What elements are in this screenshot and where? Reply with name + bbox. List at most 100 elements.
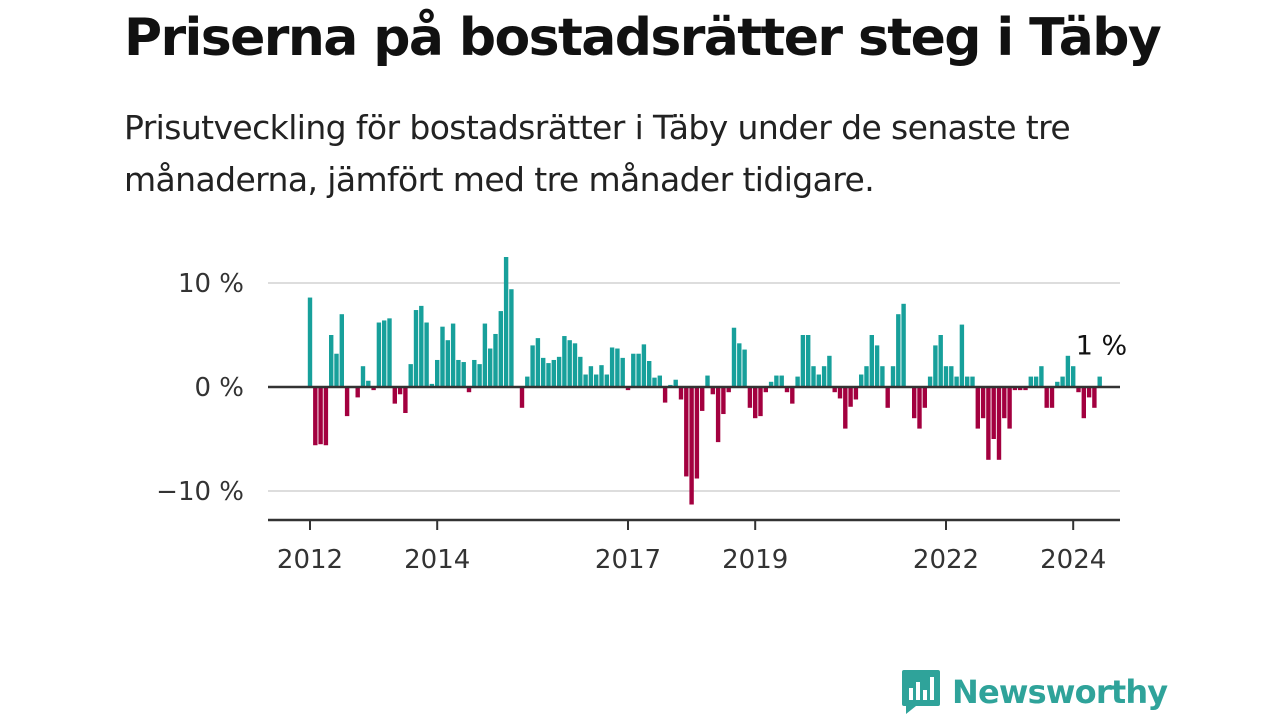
bar: [896, 314, 901, 387]
bar: [652, 377, 657, 387]
bar: [859, 374, 864, 387]
bar: [853, 387, 859, 400]
bar: [1033, 376, 1039, 387]
bar: [355, 387, 360, 398]
bar: [599, 365, 604, 387]
x-tick-label: 2014: [404, 545, 470, 575]
bar: [890, 366, 896, 387]
bar: [1060, 376, 1065, 387]
newsworthy-logo-icon: [902, 670, 940, 714]
bar: [344, 387, 350, 417]
bar: [525, 376, 530, 387]
bar: [403, 387, 408, 413]
bar: [519, 387, 525, 408]
x-tick-label: 2024: [1040, 545, 1106, 575]
bar: [323, 387, 329, 446]
bar: [684, 387, 689, 477]
bar: [329, 335, 334, 387]
bar: [747, 387, 753, 408]
last-value-label: 1 %: [1076, 331, 1127, 362]
y-tick-label: 0 %: [194, 373, 244, 403]
bar: [1049, 387, 1055, 408]
bar: [726, 387, 731, 393]
bar: [986, 387, 991, 460]
x-tick-label: 2017: [595, 545, 661, 575]
bar: [625, 387, 631, 391]
bar: [424, 322, 429, 387]
bar: [1012, 387, 1018, 391]
bar: [715, 387, 721, 443]
bar: [1007, 387, 1012, 429]
bar: [843, 387, 848, 429]
bar: [790, 387, 795, 404]
bar: [949, 366, 954, 387]
bar: [562, 336, 567, 387]
bar: [567, 340, 572, 387]
bar: [466, 387, 472, 393]
bar: [498, 311, 503, 387]
bar: [753, 387, 758, 419]
bar: [779, 375, 784, 387]
y-tick-label: −10 %: [156, 477, 244, 507]
bar: [710, 387, 715, 395]
bar: [1065, 355, 1071, 387]
bar: [938, 335, 943, 387]
bar: [535, 338, 541, 387]
bar: [975, 387, 980, 429]
bar: [604, 374, 609, 387]
bar: [1018, 387, 1023, 391]
bar: [445, 340, 450, 387]
bar: [1028, 376, 1033, 387]
bar: [477, 364, 482, 387]
bar: [874, 345, 880, 387]
bar: [408, 364, 413, 387]
bar: [758, 387, 763, 417]
bar: [1002, 387, 1007, 419]
bar: [435, 359, 440, 387]
bar: [530, 345, 535, 387]
x-tick-label: 2019: [722, 545, 788, 575]
bar: [980, 387, 986, 419]
bar: [678, 387, 684, 400]
bar: [954, 376, 959, 387]
bar: [800, 335, 806, 387]
chart-subtitle: Prisutveckling för bostadsrätter i Täby …: [124, 108, 1071, 199]
bar: [578, 356, 583, 387]
bar: [609, 347, 615, 387]
bar: [318, 387, 323, 445]
bar: [959, 324, 965, 387]
bar: [1044, 387, 1049, 408]
bar: [933, 345, 938, 387]
bar: [774, 375, 779, 387]
bar: [912, 387, 917, 419]
bar: [970, 376, 975, 387]
bar: [339, 314, 344, 387]
bar: [700, 387, 705, 411]
bar: [1039, 366, 1044, 387]
bar: [917, 387, 922, 429]
bar: [493, 333, 498, 387]
bar: [731, 327, 737, 387]
bar: [387, 318, 392, 387]
bar: [647, 361, 652, 387]
bar: [869, 335, 874, 387]
bar: [419, 305, 424, 387]
x-tick-label: 2012: [277, 545, 343, 575]
bar: [392, 387, 397, 404]
bar: [811, 366, 816, 387]
bar: [641, 344, 647, 387]
bar: [1023, 387, 1028, 391]
bar: [313, 387, 318, 446]
bar: [456, 359, 461, 387]
bar: [1092, 387, 1097, 408]
bar: [848, 387, 853, 407]
bar: [1097, 376, 1102, 387]
brand-logo: Newsworthy: [900, 668, 1168, 716]
bar: [376, 322, 382, 387]
bar: [382, 320, 387, 387]
bar: [763, 387, 768, 393]
chart-title: Priserna på bostadsrätter steg i Täby: [124, 8, 1162, 68]
bar: [806, 335, 811, 387]
bar: [927, 376, 933, 387]
bar: [588, 366, 594, 387]
